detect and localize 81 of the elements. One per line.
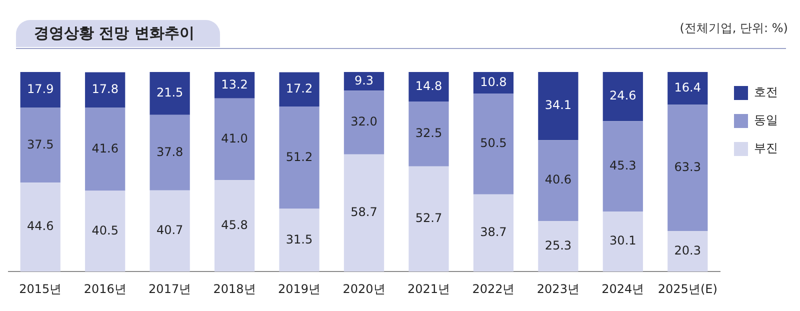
data-label: 20.3 [674, 243, 701, 258]
data-label: 51.2 [286, 150, 313, 164]
bar [473, 94, 514, 194]
x-tick-label: 2021년 [407, 282, 450, 296]
data-label: 16.4 [674, 80, 701, 94]
data-label: 17.8 [92, 82, 118, 96]
x-tick-label: 2016년 [84, 282, 126, 296]
data-label: 25.3 [544, 238, 572, 252]
data-label: 50.5 [480, 136, 507, 150]
data-label: 17.2 [286, 81, 313, 96]
bar [20, 182, 60, 272]
bar [344, 154, 384, 272]
bar [408, 102, 449, 166]
data-label: 17.9 [27, 82, 54, 96]
data-label: 44.6 [27, 219, 54, 234]
bar [602, 121, 643, 212]
data-label: 31.5 [286, 232, 313, 246]
data-label: 40.7 [156, 223, 184, 238]
legend-label: 부진 [754, 141, 778, 156]
data-label: 41.0 [221, 131, 248, 146]
data-label: 45.3 [610, 158, 636, 172]
bar [279, 72, 320, 107]
x-tick-label: 2018년 [213, 282, 256, 296]
data-label: 10.8 [480, 74, 507, 89]
bar [668, 104, 708, 232]
bar [408, 72, 449, 102]
x-tick-label: 2025년(E) [658, 282, 718, 296]
bar [538, 72, 578, 140]
data-label: 14.8 [415, 78, 442, 93]
x-tick-label: 2020년 [342, 282, 386, 296]
data-label: 41.6 [92, 141, 118, 156]
bar [344, 72, 384, 91]
x-tick-label: 2019년 [278, 282, 321, 296]
bar [473, 194, 514, 272]
bar [214, 98, 255, 180]
bar [150, 114, 190, 190]
x-tick-label: 2022년 [472, 282, 515, 296]
bar [538, 221, 578, 272]
bar [668, 231, 708, 272]
bar [668, 72, 708, 105]
bar [150, 72, 190, 115]
bar [344, 90, 384, 154]
data-label: 52.7 [415, 211, 442, 226]
bar [279, 106, 320, 209]
data-label: 38.7 [480, 225, 507, 240]
x-tick-label: 2023년 [536, 282, 580, 296]
x-tick-label: 2015년 [19, 282, 62, 296]
bar [85, 72, 126, 108]
data-label: 40.5 [92, 223, 118, 238]
bar [85, 108, 126, 191]
bar [20, 108, 60, 183]
bar [279, 208, 320, 272]
x-tick-label: 2017년 [148, 282, 192, 296]
bar [408, 166, 449, 272]
data-label: 9.3 [354, 73, 374, 88]
bar [85, 190, 126, 272]
legend-label: 동일 [754, 113, 778, 128]
bar [602, 212, 643, 272]
data-label: 13.2 [221, 77, 248, 92]
text: (전체기업, 단위: %) [680, 20, 788, 37]
data-label: 37.8 [156, 144, 184, 159]
bar [538, 140, 578, 222]
data-label: 34.1 [544, 98, 572, 112]
legend-label: 호전 [754, 85, 778, 100]
data-label: 40.6 [544, 172, 572, 187]
data-label: 32.5 [415, 126, 442, 140]
data-label: 63.3 [674, 160, 701, 174]
data-label: 30.1 [610, 234, 636, 248]
data-label: 45.8 [221, 218, 248, 232]
bar [214, 180, 255, 272]
x-tick-label: 2024년 [602, 282, 644, 296]
bar [214, 72, 255, 98]
chart-title: 경영상황 전망 변화추이 [16, 20, 220, 47]
data-label: 32.0 [350, 114, 378, 129]
data-label: 58.7 [350, 205, 378, 220]
bar [150, 190, 190, 272]
data-label: 21.5 [156, 86, 184, 100]
data-label: 37.5 [27, 137, 54, 152]
bar [602, 72, 643, 122]
bar [20, 72, 60, 108]
data-label: 24.6 [610, 88, 636, 103]
